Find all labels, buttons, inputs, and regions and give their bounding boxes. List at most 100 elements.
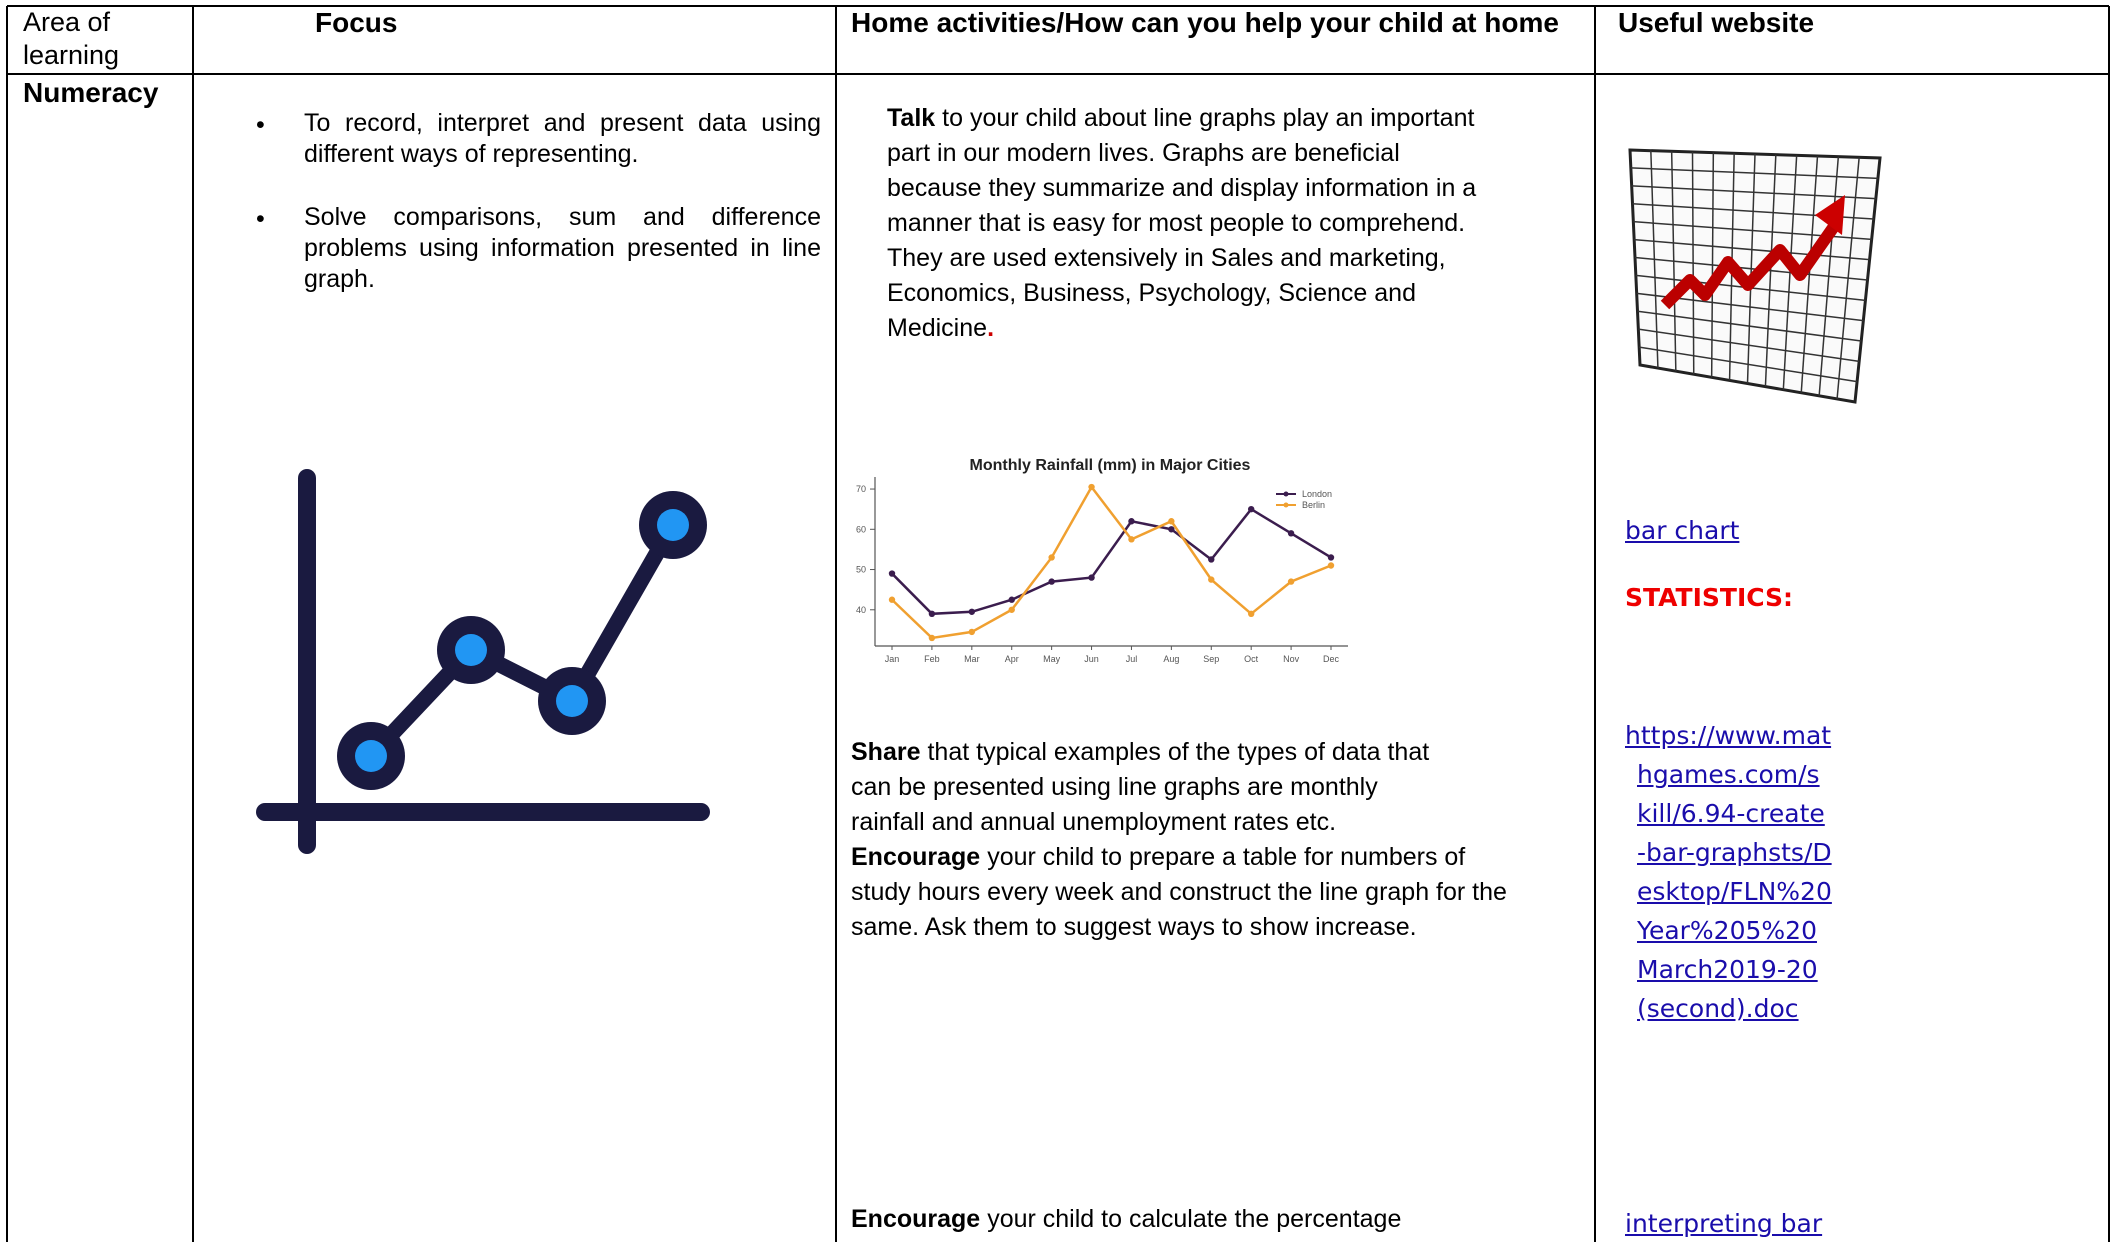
x-tick-label: May — [1043, 654, 1061, 664]
x-tick-label: Feb — [924, 654, 940, 664]
line-text: because they summarize and display infor… — [887, 174, 1477, 202]
point — [928, 610, 936, 618]
legend-label: London — [1302, 489, 1332, 499]
table-borders — [6, 5, 2110, 1242]
point — [1048, 578, 1055, 585]
point — [888, 570, 896, 577]
point — [1008, 606, 1015, 613]
text-line: can be presented using line graphs are m… — [851, 770, 1378, 805]
text-line: because they summarize and display infor… — [887, 171, 1476, 206]
line-text: Economics, Business, Psychology, Science… — [887, 279, 1416, 307]
bold-lead: Encourage — [851, 1205, 981, 1233]
point — [1287, 530, 1295, 537]
grid-stroke — [1836, 157, 1860, 399]
line-text: your child to calculate the percentage — [987, 1205, 1402, 1233]
line-text: manner that is easy for most people to c… — [887, 209, 1466, 237]
x-tick-label: Jan — [885, 654, 900, 664]
point — [1208, 556, 1215, 563]
y-tick-label: 40 — [856, 605, 866, 615]
x-tick-label: Apr — [1005, 654, 1019, 664]
grid-stroke — [1639, 346, 1858, 383]
point — [1168, 526, 1175, 533]
y-tick-label: 50 — [856, 565, 866, 575]
bold-lead: Talk — [887, 104, 936, 132]
x-tick-label: Mar — [964, 654, 980, 664]
x-tick-label: Jul — [1126, 654, 1138, 664]
text-line: They are used extensively in Sales and m… — [887, 241, 1446, 276]
x-tick-label: Oct — [1244, 654, 1259, 664]
bullet: • — [256, 205, 265, 233]
line-text: to your child about line graphs play an … — [942, 104, 1475, 132]
link[interactable]: interpreting bar — [1625, 1209, 1823, 1238]
legend-marker — [1283, 502, 1289, 508]
text-line: manner that is easy for most people to c… — [887, 206, 1465, 241]
bullet-text: Solve comparisons, sum and difference pr… — [304, 203, 821, 293]
point — [1208, 576, 1215, 583]
point — [1168, 518, 1175, 525]
text-line: Encourage your child to calculate the per… — [851, 1202, 1401, 1237]
legend-marker — [1283, 491, 1289, 497]
text-line: Share that typical examples of the types … — [851, 735, 1429, 770]
line-text: part in our modern lives. Graphs are ben… — [887, 139, 1400, 167]
link[interactable]: https://www.mathgames.com/skill/6.94-cre… — [1625, 721, 1832, 1023]
text-line: Medicine. — [887, 311, 994, 346]
bullet-text: To record, interpret and present data us… — [304, 109, 821, 168]
point — [888, 596, 896, 603]
link[interactable]: bar chart — [1625, 516, 1740, 545]
text-line: Talk to your child about line graphs play… — [887, 101, 1474, 136]
x-tick-label: Nov — [1283, 654, 1300, 664]
text-line: same. Ask them to suggest ways to show i… — [851, 910, 1417, 945]
point — [968, 608, 976, 615]
column-header: Area of learning — [23, 7, 120, 70]
x-tick-label: Sep — [1203, 654, 1219, 664]
column-header: Focus — [315, 7, 398, 38]
line-text: same. Ask them to suggest ways to show i… — [851, 913, 1417, 941]
line-text: your child to prepare a table for number… — [987, 843, 1466, 871]
point — [1247, 610, 1255, 618]
point — [928, 634, 936, 642]
point — [1128, 518, 1135, 525]
text-line: Economics, Business, Psychology, Science… — [887, 276, 1416, 311]
text-line: rainfall and annual unemployment rates e… — [851, 805, 1336, 840]
x-tick-label: Dec — [1323, 654, 1340, 664]
end-mark: . — [987, 314, 995, 342]
column-header: Useful website — [1618, 7, 1815, 38]
area-label: Numeracy — [23, 77, 159, 108]
text-line: study hours every week and construct the… — [851, 875, 1507, 910]
series-line — [891, 484, 1332, 640]
series-line — [891, 507, 1332, 616]
point — [1088, 483, 1095, 491]
chart-title: Monthly Rainfall (mm) in Major Cities — [970, 457, 1251, 474]
point — [1048, 554, 1055, 561]
x-tick-label: Aug — [1163, 654, 1179, 664]
point — [1128, 536, 1135, 543]
point — [1327, 554, 1335, 561]
line-text: that typical examples of the types of da… — [927, 738, 1430, 766]
line-text: Medicine — [887, 314, 988, 342]
bold-lead: Share — [851, 738, 921, 766]
text-line: part in our modern lives. Graphs are ben… — [887, 136, 1400, 171]
y-tick-label: 60 — [856, 524, 866, 534]
point — [1247, 505, 1255, 513]
statistics-heading: STATISTICS: — [1625, 583, 1794, 612]
line-text: can be presented using line graphs are m… — [851, 773, 1378, 801]
graph-picture — [1628, 148, 1882, 404]
bold-lead: Encourage — [851, 843, 981, 871]
x-tick-label: Jun — [1084, 654, 1099, 664]
bullet: • — [256, 111, 265, 139]
line-text: rainfall and annual unemployment rates e… — [851, 808, 1337, 836]
point — [968, 628, 976, 636]
point — [1088, 574, 1095, 581]
line-text: study hours every week and construct the… — [851, 878, 1507, 906]
point — [1008, 596, 1015, 603]
legend-label: Berlin — [1302, 500, 1325, 510]
text-line: Encourage your child to prepare a table f… — [851, 840, 1465, 875]
column-header: Home activities/How can you help your ch… — [851, 7, 1559, 38]
point — [1287, 578, 1295, 585]
y-tick-label: 70 — [856, 484, 866, 494]
line-text: They are used extensively in Sales and m… — [887, 244, 1446, 272]
grid-stroke — [1818, 156, 1840, 396]
line-graph-icon — [256, 469, 710, 854]
